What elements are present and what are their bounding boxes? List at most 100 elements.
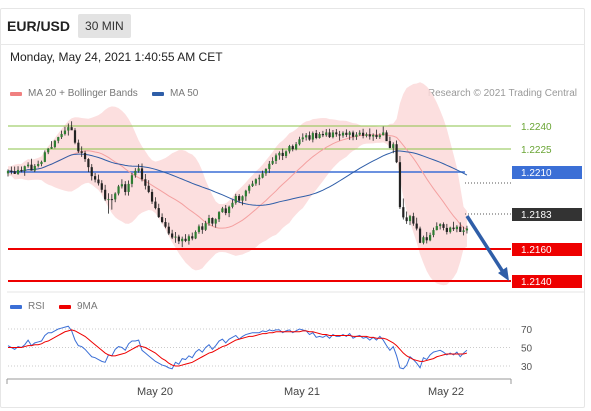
candle [415, 217, 418, 231]
candle-body [187, 236, 190, 241]
candle-body [418, 228, 422, 243]
candle [315, 129, 318, 140]
candle-body [197, 226, 201, 232]
candle [57, 136, 60, 144]
candle [435, 222, 438, 231]
candle-body [40, 161, 43, 165]
x-axis-label: May 22 [428, 386, 464, 398]
candle-body [33, 165, 36, 171]
candle [362, 128, 365, 139]
candle [43, 150, 46, 163]
candle-body [67, 127, 70, 131]
ma9-swatch [59, 304, 71, 309]
symbol-title: EUR/USD [7, 18, 71, 34]
candle-body [244, 190, 247, 197]
candle-body [425, 237, 428, 241]
legend-rsi-label: RSI [28, 301, 45, 312]
candle [187, 234, 190, 245]
x-axis: May 20 May 21 May 22 [6, 378, 512, 398]
candle [372, 133, 375, 141]
candle-body [281, 152, 284, 156]
candle [351, 130, 355, 141]
ma20-line [7, 134, 468, 230]
candle-body [305, 135, 308, 138]
candle-body [254, 179, 257, 184]
candle-body [140, 168, 144, 180]
candle-body [308, 135, 311, 140]
rsi-tick-label: 30 [521, 362, 533, 373]
candle-body [47, 148, 50, 153]
candle [201, 222, 204, 234]
copyright-text: Research © 2021 Trading Central [427, 88, 577, 99]
candle-body [268, 163, 271, 170]
candle-body [94, 176, 97, 180]
candle-body [341, 132, 345, 136]
candle-body [211, 218, 214, 224]
candle-body [439, 224, 442, 227]
candle [114, 192, 117, 203]
timeframe-badge[interactable]: 30 MIN [78, 14, 131, 38]
candle-body [435, 226, 438, 231]
candle-body [362, 132, 365, 136]
level-label-text: 1.2183 [521, 210, 552, 221]
candle [298, 136, 301, 146]
candle [197, 224, 201, 234]
candle-body [238, 195, 241, 201]
rsi-tick-label: 70 [521, 325, 533, 336]
level-label-box [512, 166, 582, 179]
candle [50, 141, 53, 149]
level-label: 1.2160 [512, 243, 582, 256]
candle-body [405, 217, 408, 222]
candle [429, 232, 432, 242]
candle [161, 213, 164, 224]
candle [325, 129, 328, 137]
candle-body [120, 184, 123, 187]
candle [301, 133, 304, 143]
level-label-text: 1.2225 [521, 145, 552, 156]
candle [191, 232, 194, 241]
candle [214, 218, 217, 228]
candle [60, 130, 63, 139]
candle-body [385, 132, 388, 142]
candle [271, 157, 274, 165]
candle [207, 214, 211, 226]
candle-body [449, 227, 452, 232]
candle-body [191, 236, 194, 239]
candle-body [181, 238, 184, 242]
candle-body [107, 199, 110, 201]
candle [154, 197, 157, 210]
candle-body [114, 193, 117, 200]
candle [120, 179, 123, 189]
level-label: 1.2225 [521, 145, 552, 156]
legend-9ma-label: 9MA [77, 301, 98, 312]
candle-body [258, 177, 261, 180]
level-label-text: 1.2240 [521, 122, 552, 133]
candle [130, 173, 134, 188]
x-axis-label: May 20 [137, 386, 173, 398]
candle-body [30, 164, 33, 171]
candle-body [184, 238, 187, 241]
candle [268, 160, 271, 174]
candle-body [157, 208, 160, 218]
candle [80, 146, 83, 157]
candle-body [284, 151, 288, 156]
candle [134, 168, 137, 178]
candle-body [60, 133, 63, 138]
candle [140, 163, 144, 182]
level-label-text: 1.2210 [521, 168, 552, 179]
candle [10, 166, 13, 175]
candle [248, 184, 251, 194]
candle-body [241, 196, 244, 201]
candle [211, 217, 214, 227]
ma20-swatch [10, 91, 22, 96]
rsi-swatch [10, 304, 22, 309]
candle [27, 162, 30, 168]
candle-body [207, 218, 211, 224]
candle [224, 204, 227, 216]
candle-body [452, 227, 455, 230]
rsi-tick-label: 50 [521, 344, 533, 355]
candle [418, 226, 422, 244]
candle [234, 193, 237, 205]
candle [73, 128, 77, 145]
